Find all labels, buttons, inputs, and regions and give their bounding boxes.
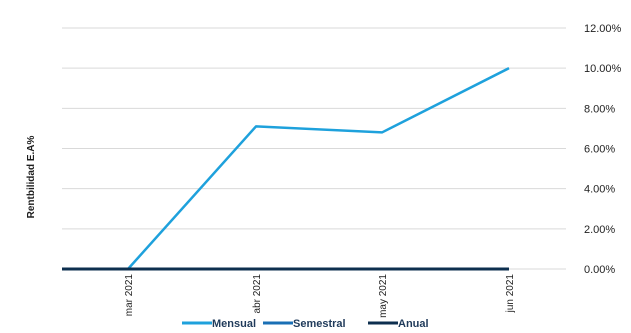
legend-label: Semestral (293, 318, 346, 330)
x-tick-label: abr 2021 (252, 274, 263, 314)
series-lines (62, 67, 510, 271)
y-tick-label: 4.00% (584, 184, 615, 196)
y-tick-label: 12.00% (584, 23, 622, 35)
x-tick-label: may 2021 (378, 274, 389, 318)
y-tick-label: 2.00% (584, 224, 615, 236)
y-tick-label: 0.00% (584, 264, 615, 276)
gridlines (62, 27, 566, 270)
y-tick-label: 6.00% (584, 144, 615, 156)
x-tick-label: jun 2021 (505, 274, 516, 314)
y-axis-ticks: 0.00% 2.00% 4.00% 6.00% 8.00% 10.00% 12.00% (584, 23, 622, 276)
y-tick-label: 8.00% (584, 103, 615, 115)
y-tick-label: 10.00% (584, 63, 622, 75)
legend-label: Anual (398, 318, 429, 330)
legend-label: Mensual (212, 318, 256, 330)
legend: Mensual Semestral Anual (182, 318, 429, 330)
x-tick-label: mar 2021 (124, 274, 135, 317)
x-axis-ticks: mar 2021 abr 2021 may 2021 jun 2021 (124, 274, 516, 318)
y-axis-label: Rentbilidad E.A% (26, 136, 37, 219)
series-line-mensual (127, 67, 510, 270)
